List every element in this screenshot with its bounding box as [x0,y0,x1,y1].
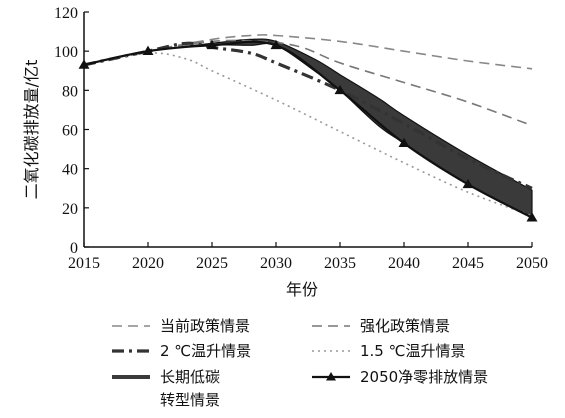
x-tick-label-2030: 2030 [260,255,292,272]
legend-label-band-line-0: 长期低碳 [160,368,220,386]
series-marker-4-7 [526,212,538,222]
legend-label-0: 当前政策情景 [160,317,250,335]
y-tick-label-0: 0 [70,240,78,257]
legend-label-1: 强化政策情景 [360,317,450,335]
series-line-3 [83,52,533,217]
legend-label-2: 2 ℃温升情景 [160,342,251,360]
x-tick-label-2025: 2025 [196,255,228,272]
y-tick-label-40: 40 [62,162,78,179]
series-marker-4-6 [462,178,474,189]
x-tick-label-2050: 2050 [516,255,548,272]
band-long-term-low-carbon [83,38,533,219]
y-tick-label-100: 100 [54,44,78,61]
x-tick-label-2035: 2035 [324,255,356,272]
x-tick-label-2015: 2015 [68,255,100,272]
x-tick-label-2045: 2045 [452,255,484,272]
series-marker-4-3 [270,39,282,50]
series-line-4 [83,40,533,219]
x-tick-label-2040: 2040 [388,255,420,272]
y-tick-label-20: 20 [62,201,78,218]
series-marker-4-2 [206,39,218,50]
y-tick-label-80: 80 [62,83,78,100]
plot-area [78,34,538,222]
x-tick-label-2020: 2020 [132,255,164,272]
x-axis-title: 年份 [286,280,318,299]
legend-marker-4 [326,372,336,381]
legend-label-4: 2050净零排放情景 [360,368,488,386]
series-marker-4-1 [142,45,154,56]
legend-label-band-line-1: 转型情景 [160,391,220,409]
y-axis-title: 二氧化碳排放量/亿t [22,60,41,200]
series-marker-4-4 [334,84,346,95]
y-tick-label-120: 120 [54,5,78,22]
y-tick-label-60: 60 [62,123,78,140]
legend-label-3: 1.5 ℃温升情景 [360,342,465,360]
series-marker-4-5 [398,137,410,148]
series-line-2 [83,41,533,190]
